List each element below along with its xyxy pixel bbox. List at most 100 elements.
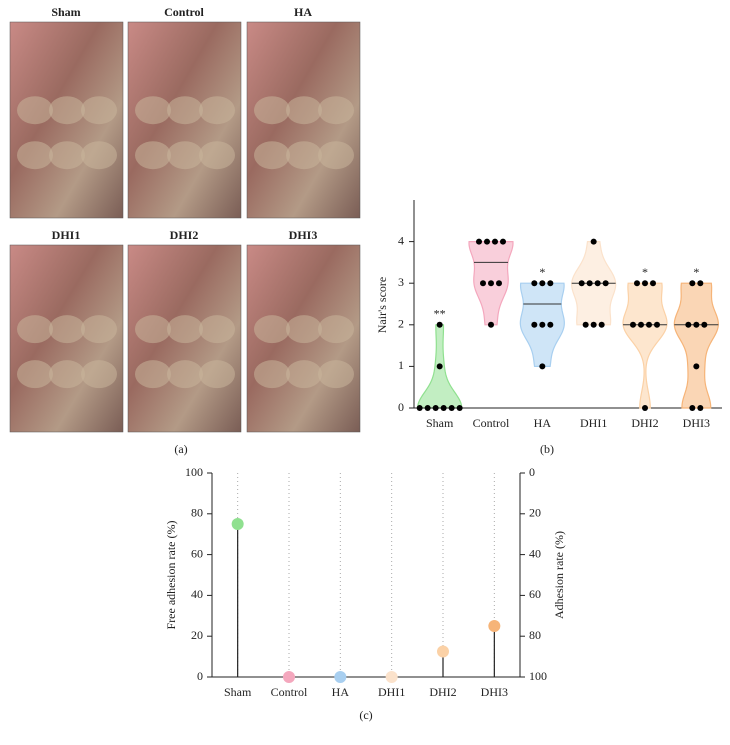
y2-tick-label: 80: [529, 628, 541, 642]
dot: [437, 645, 449, 658]
photo-detail: [318, 141, 354, 170]
photo-detail: [286, 141, 322, 170]
data-point: [539, 280, 546, 287]
x-tick-label: DHI3: [683, 416, 710, 430]
data-point: [642, 280, 648, 287]
photo-detail: [17, 141, 53, 170]
data-point: [598, 321, 605, 328]
y2-tick-label: 100: [529, 669, 547, 683]
data-point: [496, 280, 502, 287]
y-tick-label: 100: [185, 465, 203, 479]
data-point: [650, 280, 656, 287]
panel-label: (a): [174, 442, 187, 456]
photo-detail: [318, 315, 354, 344]
data-point: [547, 280, 554, 287]
x-tick-label: DHI2: [631, 416, 658, 430]
y-tick-label: 0: [398, 400, 404, 414]
x-tick-label: Sham: [224, 685, 252, 699]
y2-tick-label: 0: [529, 465, 535, 479]
data-point: [689, 405, 696, 411]
violin: [622, 282, 668, 409]
data-point: [440, 405, 447, 411]
data-point: [480, 280, 486, 287]
photo-detail: [199, 141, 235, 170]
photo-detail: [286, 315, 322, 344]
photo-detail: [167, 315, 203, 344]
x-tick-label: DHI3: [481, 685, 508, 699]
data-point: [685, 321, 692, 328]
photo-title: Control: [164, 5, 204, 19]
photo-detail: [49, 315, 85, 344]
x-tick-label: Control: [473, 416, 510, 430]
data-point: [578, 280, 585, 287]
data-point: [539, 363, 546, 370]
data-point: [654, 321, 660, 328]
data-point: [638, 321, 644, 328]
dot: [334, 671, 347, 683]
data-point: [586, 280, 593, 287]
y-tick-label: 80: [191, 506, 203, 520]
data-point: [484, 238, 490, 245]
x-tick-label: Control: [271, 685, 308, 699]
y-axis-label: Nair's score: [375, 277, 389, 333]
photo-title: DHI2: [170, 228, 199, 242]
data-point: [424, 405, 431, 411]
photo-title: Sham: [51, 5, 80, 19]
y-tick-label: 20: [191, 628, 203, 642]
data-point: [594, 280, 601, 287]
data-point: [697, 405, 704, 411]
data-point: [476, 238, 482, 245]
y2-tick-label: 40: [529, 546, 541, 560]
data-point: [448, 405, 455, 411]
data-point: [642, 405, 648, 411]
violin: [673, 282, 719, 409]
significance-mark: *: [693, 265, 699, 279]
photo-detail: [318, 360, 354, 389]
data-point: [582, 321, 589, 328]
panel-label: (c): [359, 708, 372, 722]
data-point: [456, 405, 463, 411]
photo-title: HA: [294, 5, 312, 19]
y-tick-label: 60: [191, 546, 203, 560]
photo-detail: [199, 360, 235, 389]
photo-detail: [199, 315, 235, 344]
photo-detail: [254, 360, 290, 389]
data-point: [693, 321, 700, 328]
data-point: [436, 321, 443, 328]
photo-detail: [135, 315, 171, 344]
data-point: [488, 321, 494, 328]
dot: [385, 671, 398, 683]
data-point: [693, 363, 700, 370]
photo-detail: [17, 315, 53, 344]
photo-detail: [17, 360, 53, 389]
photo-detail: [135, 141, 171, 170]
y-axis-label: Free adhesion rate (%): [164, 521, 178, 630]
data-point: [630, 321, 636, 328]
data-point: [492, 238, 498, 245]
photo-detail: [199, 96, 235, 125]
data-point: [539, 321, 546, 328]
y-tick-label: 1: [398, 358, 404, 372]
photo-detail: [167, 141, 203, 170]
y-tick-label: 2: [398, 317, 404, 331]
y2-tick-label: 60: [529, 587, 541, 601]
data-point: [547, 321, 554, 328]
x-tick-label: HA: [534, 416, 552, 430]
photo-detail: [81, 141, 117, 170]
photo-detail: [135, 96, 171, 125]
x-tick-label: DHI1: [378, 685, 405, 699]
dot: [231, 518, 244, 530]
data-point: [416, 405, 423, 411]
significance-mark: *: [642, 265, 648, 279]
x-tick-label: DHI1: [580, 416, 607, 430]
photo-detail: [49, 360, 85, 389]
photo-title: DHI3: [289, 228, 318, 242]
x-tick-label: HA: [332, 685, 350, 699]
data-point: [701, 321, 708, 328]
y-tick-label: 40: [191, 587, 203, 601]
data-point: [432, 405, 439, 411]
x-tick-label: Sham: [426, 416, 454, 430]
data-point: [634, 280, 640, 287]
data-point: [488, 280, 494, 287]
